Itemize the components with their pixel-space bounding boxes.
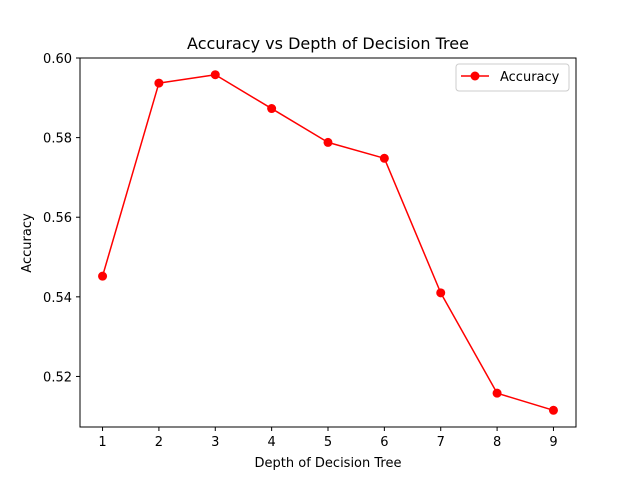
data-point [98,271,108,281]
x-tick-label: 9 [549,435,557,450]
data-point [548,405,558,415]
x-tick-label: 2 [155,435,163,450]
legend-frame [455,63,570,92]
legend: Accuracy [455,63,570,92]
y-tick-label: 0.54 [43,291,72,306]
plot-area: 1 2 3 4 5 6 7 8 9 0.52 0.54 0.56 0.58 0.60 [43,52,577,450]
data-point [492,388,502,398]
y-tick-label: 0.56 [43,211,72,226]
data-point [436,288,446,298]
y-tick-label: 0.60 [43,52,72,67]
x-tick-label: 6 [380,435,388,450]
x-tick-label: 1 [98,435,106,450]
data-point [267,104,277,114]
y-axis: 0.52 0.54 0.56 0.58 0.60 [43,52,80,385]
x-axis-label: Depth of Decision Tree [255,456,402,471]
axes-frame [79,57,577,428]
legend-label: Accuracy [500,70,560,85]
chart-title: Accuracy vs Depth of Decision Tree [187,34,469,53]
x-tick-label: 5 [324,435,332,450]
y-tick-label: 0.52 [43,370,72,385]
y-axis-label: Accuracy [20,213,35,273]
data-point [379,153,389,163]
legend-marker-swatch [470,71,480,81]
x-tick-label: 8 [493,435,501,450]
data-point [154,78,164,88]
data-point [210,70,220,80]
x-tick-label: 7 [437,435,445,450]
x-tick-label: 3 [211,435,219,450]
y-tick-label: 0.58 [43,132,72,147]
data-point [323,137,333,147]
x-axis: 1 2 3 4 5 6 7 8 9 [98,427,558,450]
series-layer [98,70,558,415]
x-tick-label: 4 [267,435,275,450]
